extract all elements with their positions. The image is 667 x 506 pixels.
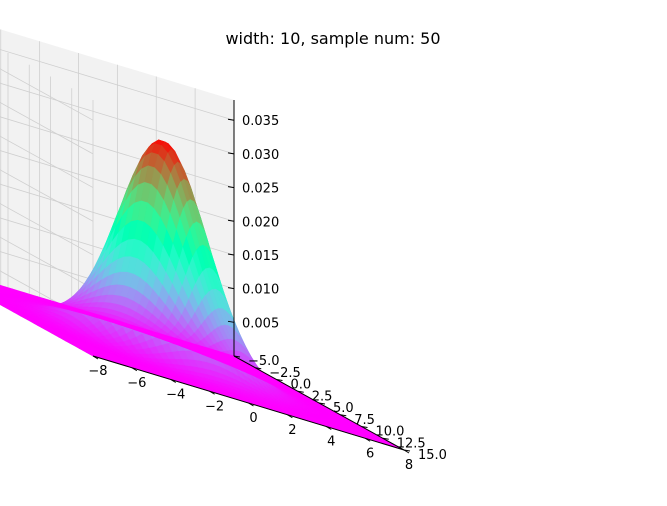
z-tick [227, 320, 235, 323]
surface-mesh [0, 139, 405, 451]
x-tick-label: 2 [288, 423, 296, 438]
z-tick [227, 186, 235, 189]
y-tick-label: 2.5 [312, 389, 333, 404]
y-tick [403, 449, 411, 452]
x-tick-label: 8 [405, 458, 413, 473]
x-tick [92, 355, 99, 360]
y-tick-label: 5.0 [333, 401, 354, 416]
y-tick [340, 414, 347, 417]
z-tick-label: 0.035 [242, 114, 279, 129]
x-tick [131, 367, 138, 372]
z-tick [227, 287, 235, 290]
y-tick-label: −5.0 [248, 354, 280, 369]
gridline-z [0, 68, 94, 121]
gridline-z [0, 135, 94, 188]
x-tick-label: −4 [166, 388, 185, 403]
gridline-z [0, 49, 235, 121]
y-tick-label: 7.5 [354, 413, 375, 428]
y-tick-label: 15.0 [418, 448, 447, 463]
z-tick [227, 253, 235, 256]
x-tick [325, 426, 332, 430]
axis-ticks: −8 −6 −4 −2 0 2 4 6 8 −5.0−2.50.02.55.07.510.012.… [88, 100, 447, 473]
gridline-z [0, 203, 94, 256]
x-tick [364, 437, 371, 442]
gridline-z [0, 169, 94, 222]
y-tick-label: 0.0 [291, 378, 312, 393]
y-tick [318, 402, 326, 405]
gridline-z [0, 102, 94, 155]
x-tick-label: 6 [366, 446, 374, 461]
y-tick-label: 10.0 [376, 425, 405, 440]
chart-title: width: 10, sample num: 50 [225, 29, 440, 48]
z-tick-label: 0.020 [242, 215, 279, 230]
y-tick [255, 367, 262, 370]
y-tick [297, 390, 304, 393]
z-tick-label: 0.010 [242, 283, 279, 298]
y-tick-label: 12.5 [397, 436, 426, 451]
x-tick-label: 0 [249, 411, 257, 426]
x-tick [248, 402, 254, 407]
gridline-z [0, 236, 94, 289]
y-tick [233, 355, 241, 358]
z-tick-label: 0.015 [242, 249, 279, 264]
z-tick [227, 118, 235, 121]
x-tick-label: −8 [88, 364, 107, 379]
z-tick [227, 152, 235, 155]
y-tick [276, 379, 283, 381]
y-tick-label: −2.5 [269, 366, 301, 381]
z-tick-label: 0.025 [242, 182, 279, 197]
z-tick-label: 0.030 [242, 148, 279, 163]
y-tick [361, 426, 368, 428]
x-tick [287, 414, 293, 419]
z-tick-label: 0.005 [242, 316, 279, 331]
z-tick [227, 219, 235, 222]
x-tick-label: 4 [327, 435, 335, 450]
x-tick-label: −2 [205, 399, 224, 414]
gridline-z [0, 82, 235, 155]
x-tick-label: −6 [127, 376, 146, 391]
x-tick [170, 379, 177, 383]
y-tick [382, 437, 389, 440]
x-tick [209, 390, 215, 395]
